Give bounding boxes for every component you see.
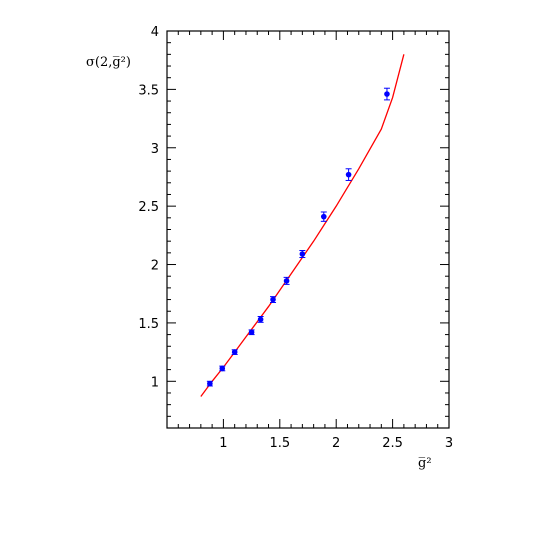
x-tick-label: 2 <box>332 436 340 451</box>
data-point <box>231 349 238 355</box>
data-points-layer <box>206 87 390 387</box>
y-tick-label: 4 <box>151 25 159 40</box>
data-point <box>384 91 390 97</box>
plot-frame <box>166 30 450 429</box>
fit-curve <box>200 54 405 397</box>
x-tick-label: 3 <box>445 436 453 451</box>
x-axis-label: g̅² <box>418 456 432 471</box>
fit-curve-layer <box>200 54 405 397</box>
data-point <box>283 278 290 284</box>
y-tick-label: 1.5 <box>138 317 159 332</box>
x-ticks: 1 1.5 2 2.5 3 <box>166 31 453 451</box>
y-axis-label: σ(2,g̅²) <box>86 55 131 70</box>
y-ticks: 1 1.5 2 2.5 3 3.5 4 <box>138 25 449 429</box>
y-tick-label: 2 <box>151 259 159 274</box>
data-point <box>320 213 327 220</box>
x-tick-label: 2.5 <box>382 436 403 451</box>
data-point <box>299 251 306 257</box>
data-point <box>270 296 276 303</box>
x-tick-label: 1 <box>219 436 227 451</box>
data-point <box>345 171 352 178</box>
data-point <box>219 365 226 372</box>
data-point <box>257 316 264 323</box>
x-tick-label: 1.5 <box>269 436 290 451</box>
y-tick-label: 1 <box>151 375 159 390</box>
y-tick-label: 3 <box>151 142 159 157</box>
y-tick-label: 3.5 <box>138 83 159 98</box>
data-point <box>248 329 255 336</box>
y-tick-label: 2.5 <box>138 200 159 215</box>
data-point <box>207 380 213 387</box>
